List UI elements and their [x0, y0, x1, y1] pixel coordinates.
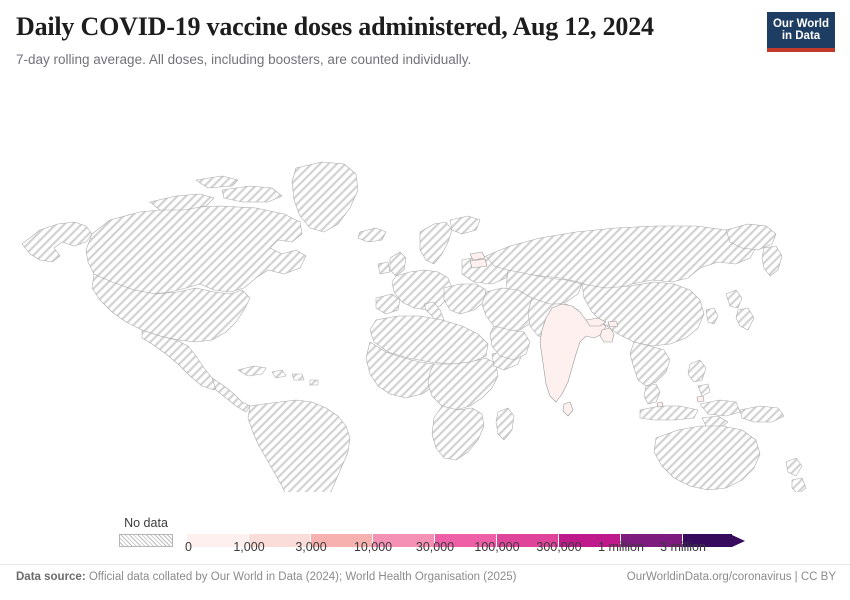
legend-bucket-1[interactable]: 1,000	[233, 534, 310, 554]
map-country-brunei[interactable]	[696, 395, 705, 403]
legend-no-data-label: No data	[124, 516, 168, 530]
chart-header: Daily COVID-19 vaccine doses administere…	[0, 0, 850, 90]
our-world-in-data-logo[interactable]: Our World in Data	[767, 12, 835, 52]
data-source-label: Data source:	[16, 571, 86, 583]
legend-tick-7: 1 million	[598, 540, 644, 554]
map-country-singapore[interactable]	[656, 401, 664, 408]
legend-tick-4: 30,000	[415, 540, 455, 554]
map-country-nepal[interactable]	[585, 317, 607, 327]
legend-tick-2: 3,000	[295, 540, 327, 554]
page-title: Daily COVID-19 vaccine doses administere…	[16, 12, 654, 41]
legend-open-ended-arrow	[732, 534, 745, 547]
page-subtitle: 7-day rolling average. All doses, includ…	[16, 52, 472, 67]
chart-footer: Data source: Official data collated by O…	[0, 564, 850, 589]
legend-bucket-0[interactable]: 0	[185, 534, 248, 554]
legend-tick-0: 0	[185, 540, 192, 554]
legend-bucket-7[interactable]: 1 million	[598, 534, 682, 554]
legend-bucket-3[interactable]: 10,000	[354, 534, 434, 554]
legend-tick-5: 100,000	[474, 540, 520, 554]
map-country-latvia[interactable]	[469, 258, 488, 269]
data-source-text: Data source: Official data collated by O…	[16, 571, 517, 583]
attribution-link[interactable]: OurWorldinData.org/coronavirus | CC BY	[626, 571, 836, 583]
legend-color-bar[interactable]: 0 1,000 3,000 10,000 30,000 100,000 300,000 1 m…	[185, 534, 745, 554]
legend-tick-6: 300,000	[536, 540, 582, 554]
map-country-bhutan[interactable]	[607, 320, 619, 328]
legend-tick-8: 3 million	[660, 540, 706, 554]
legend-tick-3: 10,000	[353, 540, 393, 554]
legend-bucket-2[interactable]: 3,000	[295, 534, 372, 554]
map-country-sri-lanka[interactable]	[562, 401, 574, 417]
map-legend: No data 0 1,000 3,000 10,000 30,000 100,000 30…	[0, 508, 850, 556]
logo-line-1: Our World	[772, 17, 829, 30]
legend-bucket-8[interactable]: 3 million	[660, 534, 732, 554]
map-country-bangladesh[interactable]	[599, 327, 615, 343]
legend-bucket-6[interactable]: 300,000	[536, 534, 620, 554]
map-countries-with-data[interactable]	[469, 251, 705, 417]
legend-no-data-swatch[interactable]	[119, 534, 173, 547]
logo-line-2: in Data	[781, 30, 821, 42]
data-source-value: Official data collated by Our World in D…	[85, 571, 517, 583]
legend-bucket-4[interactable]: 30,000	[416, 534, 496, 554]
map-countries-no-data[interactable]	[21, 161, 807, 492]
world-choropleth-map[interactable]	[0, 92, 850, 492]
legend-tick-1: 1,000	[233, 540, 265, 554]
map-country-estonia[interactable]	[469, 251, 486, 261]
legend-bucket-5[interactable]: 100,000	[474, 534, 558, 554]
